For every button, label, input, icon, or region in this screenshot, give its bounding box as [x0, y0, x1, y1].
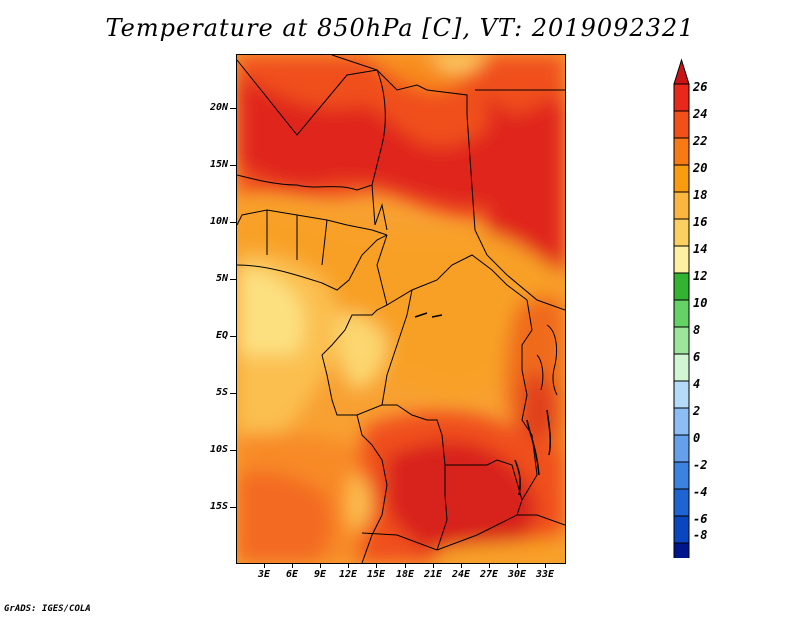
y-tick [230, 222, 236, 223]
lat-label: 15N [209, 159, 228, 170]
y-tick [230, 450, 236, 451]
colorbar-label: 18 [693, 188, 708, 202]
lon-label: 27E [479, 569, 499, 580]
x-tick [517, 563, 518, 568]
y-tick [230, 108, 236, 109]
colorbar-swatch [673, 542, 690, 558]
lakes [414, 312, 551, 496]
colorbar-swatch [673, 434, 690, 463]
temperature-field [237, 55, 565, 563]
map-canvas [237, 55, 565, 563]
colorbar-label: 10 [693, 296, 708, 310]
colorbar-swatch [673, 137, 690, 166]
y-tick [230, 393, 236, 394]
x-tick [545, 563, 546, 568]
x-tick [348, 563, 349, 568]
colorbar-swatch [673, 326, 690, 355]
lat-label: 5S [215, 387, 228, 398]
colorbar-label: 2 [693, 404, 701, 418]
colorbar-swatch [673, 407, 690, 436]
x-tick [489, 563, 490, 568]
colorbar-swatch [673, 245, 690, 274]
colorbar-swatch [673, 191, 690, 220]
x-tick [405, 563, 406, 568]
colorbar-swatch [673, 515, 690, 544]
lat-label: 5N [215, 273, 228, 284]
colorbar-swatch [673, 272, 690, 301]
x-tick [320, 563, 321, 568]
colorbar-swatch [673, 380, 690, 409]
y-tick [230, 165, 236, 166]
x-tick [264, 563, 265, 568]
colorbar-label: 12 [693, 269, 708, 283]
colorbar-overflow-high [673, 58, 690, 85]
colorbar-label: 20 [693, 161, 708, 175]
colorbar-label: -4 [693, 485, 708, 499]
colorbar-label: 16 [693, 215, 708, 229]
lon-label: 3E [257, 569, 271, 580]
x-tick [461, 563, 462, 568]
lon-label: 24E [451, 569, 471, 580]
temperature-map [236, 54, 566, 564]
lat-label: EQ [215, 330, 228, 341]
colorbar-swatch [673, 488, 690, 517]
y-tick [230, 279, 236, 280]
colorbar-label: -6 [693, 512, 708, 526]
x-tick [292, 563, 293, 568]
colorbar [673, 58, 690, 558]
colorbar-swatch [673, 110, 690, 139]
country-boundaries [237, 55, 565, 563]
colorbar-swatch [673, 164, 690, 193]
colorbar-label: -8 [693, 528, 708, 542]
colorbar-swatch [673, 218, 690, 247]
lon-label: 6E [285, 569, 299, 580]
y-tick [230, 507, 236, 508]
lon-label: 15E [366, 569, 386, 580]
colorbar-label: -2 [693, 458, 708, 472]
lat-label: 10S [209, 444, 228, 455]
lat-label: 10N [209, 216, 228, 227]
lon-label: 21E [423, 569, 443, 580]
colorbar-label: 4 [693, 377, 701, 391]
colorbar-swatch [673, 461, 690, 490]
lat-label: 20N [209, 102, 228, 113]
lon-label: 9E [313, 569, 327, 580]
colorbar-label: 6 [693, 350, 701, 364]
x-tick [433, 563, 434, 568]
lon-label: 12E [338, 569, 358, 580]
lon-label: 18E [395, 569, 415, 580]
colorbar-label: 24 [693, 107, 708, 121]
colorbar-swatch [673, 83, 690, 112]
lon-label: 30E [507, 569, 527, 580]
lat-label: 15S [209, 501, 228, 512]
map-title: Temperature at 850hPa [C], VT: 201909232… [105, 14, 695, 42]
colorbar-label: 8 [693, 323, 701, 337]
footer-credit: GrADS: IGES/COLA [4, 604, 91, 614]
colorbar-swatch [673, 299, 690, 328]
lon-label: 33E [535, 569, 555, 580]
colorbar-swatch [673, 353, 690, 382]
y-tick [230, 336, 236, 337]
colorbar-label: 22 [693, 134, 708, 148]
colorbar-label: 0 [693, 431, 701, 445]
x-tick [376, 563, 377, 568]
colorbar-label: 14 [693, 242, 708, 256]
colorbar-label: 26 [693, 80, 708, 94]
